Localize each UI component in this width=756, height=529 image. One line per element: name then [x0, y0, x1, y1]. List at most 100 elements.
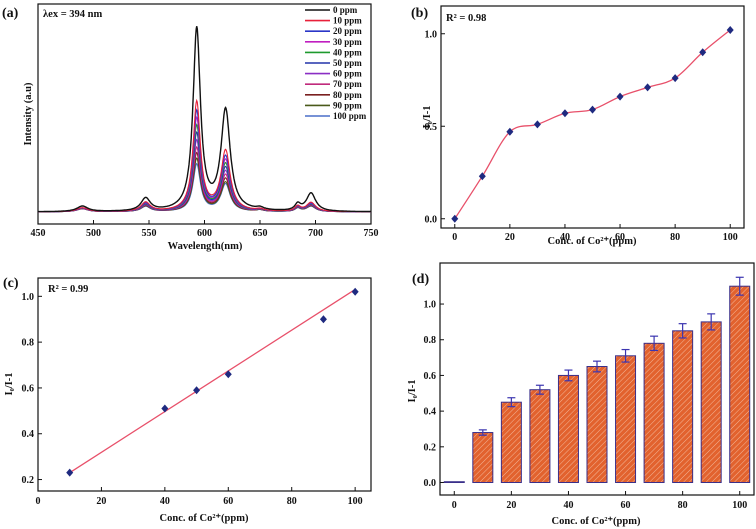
- bar: [643, 342, 665, 484]
- panel-d-ytick-label: 0.6: [424, 371, 437, 382]
- data-point: [66, 468, 74, 477]
- bar: [586, 366, 608, 484]
- legend-label: 100 ppm: [333, 111, 367, 121]
- panel-d-xtick-label: 80: [678, 500, 688, 511]
- panel-c-xtick-label: 80: [287, 496, 297, 507]
- panel-a-xtick-label: 650: [253, 228, 268, 239]
- panel-a-xticks: 450 500 550 600 650 700 750: [31, 220, 379, 239]
- panel-b-xtick-label: 60: [615, 232, 625, 243]
- panel-c-annotation: R² = 0.99: [48, 284, 88, 295]
- panel-c-frame: [37, 277, 372, 492]
- panel-c-xtick-label: 0: [36, 496, 41, 507]
- panel-c-ytick-label: 0.8: [22, 338, 35, 349]
- panel-d-bars: [443, 276, 751, 484]
- bar: [557, 374, 579, 484]
- data-point: [478, 172, 486, 181]
- data-point: [616, 92, 624, 101]
- legend-label: 70 ppm: [333, 79, 362, 89]
- panel-c-ytick-label: 1.0: [22, 292, 35, 303]
- bar: [672, 330, 694, 484]
- data-point: [161, 404, 169, 413]
- panel-b-ytick-label: 0.5: [425, 122, 438, 133]
- legend-label: 90 ppm: [333, 100, 362, 110]
- bar: [529, 389, 551, 484]
- legend-label: 50 ppm: [333, 58, 362, 68]
- legend-label: 20 ppm: [333, 26, 362, 36]
- panel-b-xtick-label: 100: [723, 232, 738, 243]
- data-point: [644, 83, 652, 92]
- panel-a-xtick-label: 750: [364, 228, 379, 239]
- bar: [700, 321, 722, 484]
- panel-a-xtick-label: 700: [308, 228, 323, 239]
- panel-c: (c) R² = 0.99 I₀/I-1 Conc. of Co²⁺(ppm) …: [3, 276, 372, 524]
- data-point: [506, 127, 514, 136]
- panel-c-ticks: 0 20 40 60 80 100 0.2 0.4 0.6 0.8 1.0: [22, 292, 363, 507]
- panel-b-ytick-label: 1.0: [425, 29, 438, 40]
- panel-c-fit-line: [69, 288, 356, 474]
- data-point: [319, 315, 327, 324]
- panel-b-xtick-label: 40: [560, 232, 570, 243]
- panel-c-ytick-label: 0.2: [22, 475, 35, 486]
- panel-c-ytick-label: 0.6: [22, 383, 35, 394]
- panel-d-ytick-label: 0.2: [424, 442, 437, 453]
- data-point: [589, 105, 596, 114]
- panel-b-xtick-label: 20: [505, 232, 515, 243]
- panel-b-xtick-label: 0: [452, 232, 457, 243]
- panel-d-ytick-label: 0.4: [424, 407, 437, 418]
- data-point: [699, 48, 707, 57]
- panel-c-xtick-label: 60: [223, 496, 233, 507]
- panel-d-xlabel: Conc. of Co²⁺(ppm): [552, 516, 641, 527]
- panel-d-xtick-label: 100: [732, 500, 747, 511]
- data-point: [561, 109, 569, 118]
- panel-d-ytick-label: 1.0: [424, 300, 437, 311]
- panel-c-xtick-label: 20: [96, 496, 106, 507]
- panel-a-annotation: λex = 394 nm: [43, 9, 103, 20]
- data-point: [533, 120, 541, 129]
- panel-d-xtick-label: 60: [621, 500, 631, 511]
- legend-label: 40 ppm: [333, 47, 362, 57]
- data-point: [726, 26, 734, 35]
- panel-c-xlabel: Conc. of Co²⁺(ppm): [160, 513, 249, 524]
- panel-d-xtick-label: 40: [563, 500, 573, 511]
- panel-d-xtick-label: 0: [452, 500, 457, 511]
- panel-d-frame: [439, 262, 755, 496]
- panel-c-label: (c): [3, 276, 19, 291]
- panel-d-ytick-label: 0.8: [424, 335, 437, 346]
- panel-c-ytick-label: 0.4: [22, 429, 35, 440]
- panel-b-frame: [440, 5, 745, 229]
- panel-a-xtick-label: 500: [86, 228, 101, 239]
- panel-b-points: [451, 26, 734, 223]
- legend-label: 30 ppm: [333, 37, 362, 47]
- bar: [729, 285, 751, 484]
- panel-b-annotation: R² = 0.98: [446, 13, 486, 24]
- panel-b-ticks: 0 20 40 60 80 100 0.0 0.5 1.0: [425, 29, 738, 243]
- panel-b-xlabel: Conc. of Co²⁺(ppm): [548, 236, 637, 247]
- bar: [472, 432, 494, 484]
- panel-a: (a) λex = 394 nm Intensity (a.u) Wavelen…: [2, 3, 379, 252]
- panel-d-xtick-label: 20: [506, 500, 516, 511]
- panel-d-label: (d): [412, 272, 429, 287]
- panel-a-ylabel: Intensity (a.u): [23, 82, 34, 146]
- panel-d-ticks: 0 20 40 60 80 100 0.0 0.2 0.4 0.6 0.8 1.0: [424, 300, 748, 511]
- legend-label: 0 ppm: [333, 5, 358, 15]
- bar: [500, 401, 522, 484]
- panel-d: (d) I₀/I-1 Conc. of Co²⁺(ppm) 0 20 40 60 80 1…: [407, 262, 755, 527]
- panel-a-xtick-label: 550: [142, 228, 157, 239]
- bar: [615, 355, 637, 484]
- panel-b-ylabel: I₀/I-1: [422, 106, 433, 129]
- legend-label: 10 ppm: [333, 16, 362, 26]
- bar: [443, 481, 465, 484]
- panel-b-label: (b): [411, 6, 428, 21]
- data-point: [671, 74, 679, 83]
- panel-c-xtick-label: 40: [160, 496, 170, 507]
- legend-label: 60 ppm: [333, 69, 362, 79]
- panel-c-xtick-label: 100: [348, 496, 363, 507]
- data-point: [224, 370, 232, 379]
- panel-a-xtick-label: 600: [197, 228, 212, 239]
- data-point: [193, 386, 201, 395]
- panel-c-points: [66, 287, 359, 477]
- panel-a-xtick-label: 450: [31, 228, 46, 239]
- panel-a-label: (a): [2, 6, 19, 21]
